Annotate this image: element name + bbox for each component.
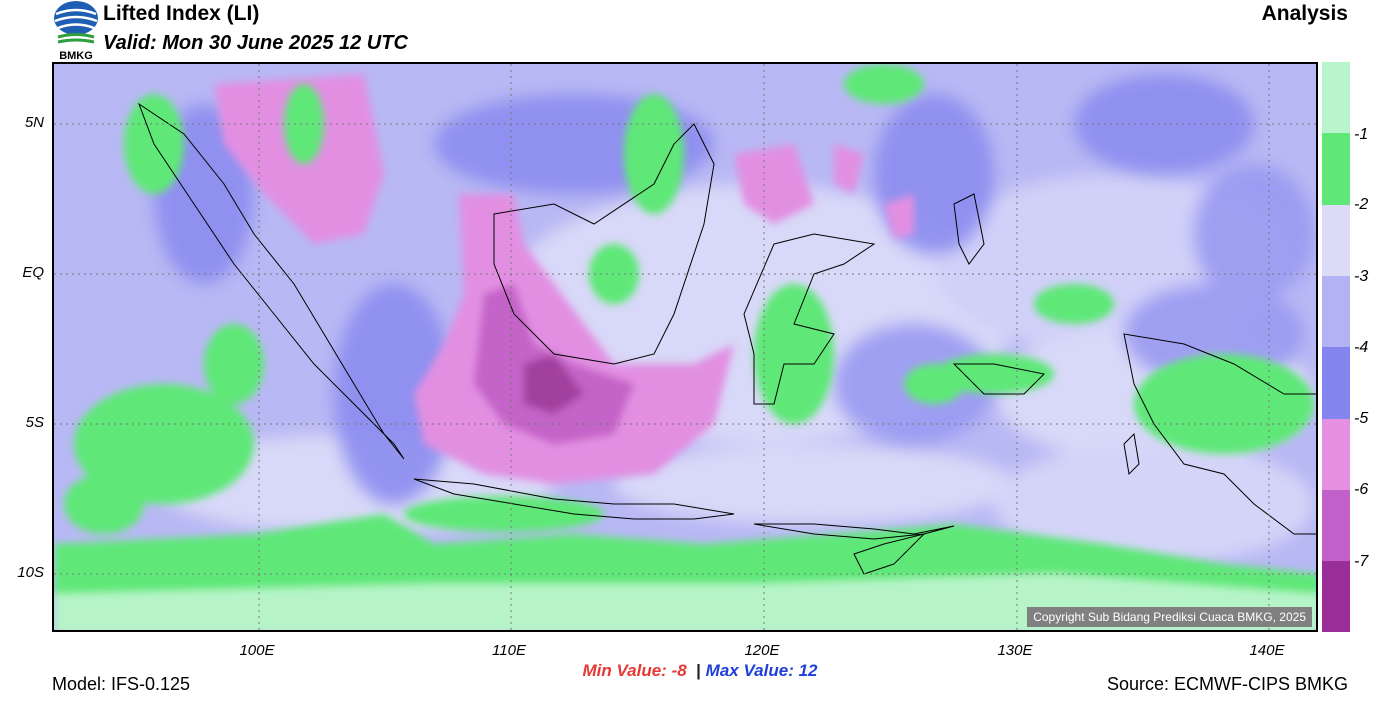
y-tick-5n: 5N [24,114,44,131]
x-tick-100e: 100E [239,642,275,659]
legend-label: -2 [1354,196,1369,213]
x-tick-110e: 110E [492,642,526,659]
legend-label: -5 [1354,410,1369,427]
x-tick-130e: 130E [997,642,1033,659]
legend-label: -3 [1354,268,1369,285]
svg-text:BMKG: BMKG [59,50,93,62]
max-value: 12 [798,661,818,680]
legend-swatch [1322,419,1350,490]
legend-swatch [1322,561,1350,632]
map-canvas [54,64,1316,630]
legend-swatch [1322,276,1350,347]
color-legend [1322,62,1350,632]
legend-swatch [1322,62,1350,133]
map-title: Lifted Index (LI) [103,2,260,25]
bmkg-logo: BMKG [52,0,100,62]
legend-swatch [1322,347,1350,419]
x-tick-140e: 140E [1249,642,1285,659]
valid-time: Valid: Mon 30 June 2025 12 UTC [103,32,408,54]
x-tick-120e: 120E [744,642,780,659]
y-tick-eq: EQ [22,264,44,281]
max-label: Max Value: [705,661,794,680]
legend-label: -1 [1354,126,1369,143]
analysis-label: Analysis [1261,2,1348,25]
legend-swatch [1322,490,1350,561]
y-tick-5s: 5S [25,414,44,431]
legend-swatch [1322,133,1350,205]
min-value: -8 [671,661,687,680]
copyright-notice: Copyright Sub Bidang Prediksi Cuaca BMKG… [1027,607,1312,627]
min-max-values: Min Value: -8 | Max Value: 12 [0,661,1400,681]
source-info: Source: ECMWF-CIPS BMKG [1106,674,1348,694]
model-info: Model: IFS-0.125 [52,674,191,694]
value-separator: | [696,661,701,680]
y-tick-10s: 10S [17,564,44,581]
legend-label: -7 [1354,553,1369,570]
legend-swatch [1322,205,1350,276]
lifted-index-map: Copyright Sub Bidang Prediksi Cuaca BMKG… [52,62,1318,632]
min-label: Min Value: [582,661,667,680]
legend-label: -4 [1354,339,1369,356]
legend-label: -6 [1354,481,1369,498]
